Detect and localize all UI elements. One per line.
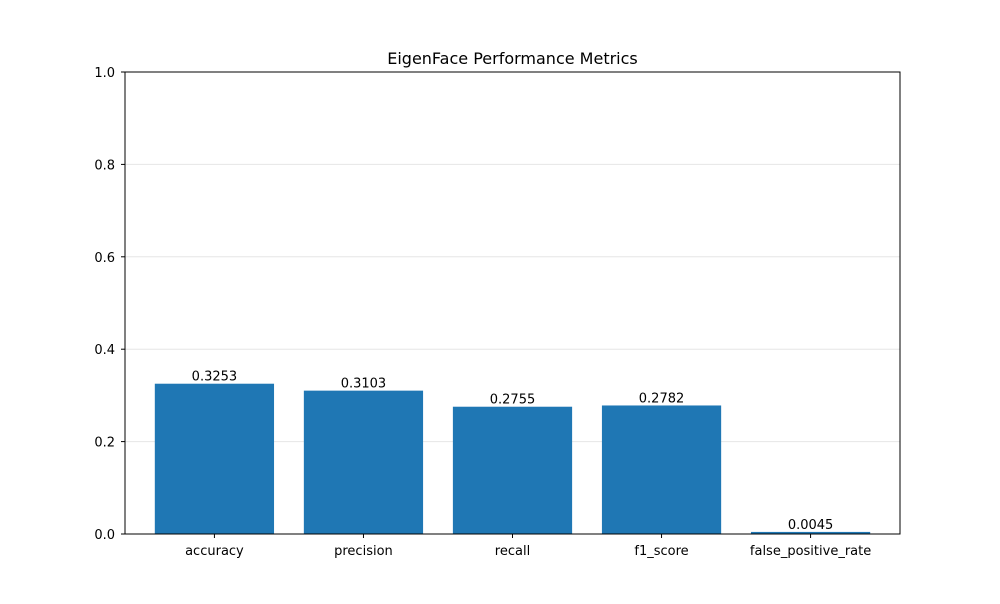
value-labels: 0.3253 0.3103 0.2755 0.2782 0.0045 [192, 370, 834, 533]
value-label: 0.0045 [788, 518, 834, 533]
value-label: 0.3253 [192, 370, 238, 385]
y-tick-label: 0.2 [94, 436, 115, 451]
bar-precision [303, 390, 424, 534]
y-tick-label: 0.0 [94, 528, 115, 543]
chart-title: EigenFace Performance Metrics [387, 49, 638, 68]
x-tick-label: recall [495, 544, 530, 559]
y-tick-label: 0.4 [94, 343, 115, 358]
bar-f1-score [601, 405, 722, 534]
y-tick-label: 1.0 [94, 66, 115, 81]
x-tick-label: precision [334, 544, 393, 559]
value-label: 0.3103 [341, 377, 387, 392]
y-axis: 0.0 0.2 0.4 0.6 0.8 1.0 [94, 66, 125, 543]
x-tick-label: false_positive_rate [750, 544, 871, 559]
value-label: 0.2755 [490, 393, 536, 408]
y-tick-label: 0.8 [94, 158, 115, 173]
x-tick-label: f1_score [634, 544, 688, 559]
bar-accuracy [154, 383, 275, 534]
x-axis: accuracy precision recall f1_score false_pos… [185, 534, 871, 559]
y-tick-label: 0.6 [94, 251, 115, 266]
bar-recall [452, 406, 573, 534]
bars [154, 383, 871, 534]
x-tick-label: accuracy [185, 544, 244, 559]
value-label: 0.2782 [639, 391, 685, 406]
bar-false-positive-rate [750, 531, 871, 534]
